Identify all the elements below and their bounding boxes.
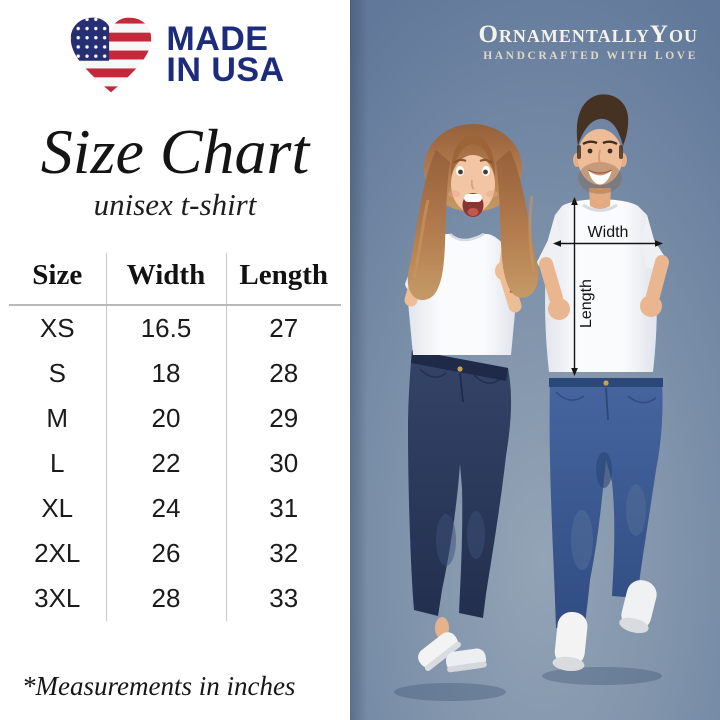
floor-shadow	[394, 683, 506, 701]
table-cell: 2XL	[9, 531, 107, 577]
table-cell: 33	[269, 583, 299, 614]
woman-right-sneaker	[445, 648, 487, 673]
table-row: XL 24 31	[9, 486, 341, 532]
table-row: L 22 30	[9, 441, 341, 487]
man-figure	[537, 94, 669, 672]
measurements-footnote: *Measurements in inches	[22, 671, 296, 701]
table-cell: XS	[9, 305, 107, 352]
table-cell: L	[9, 441, 107, 487]
man-right-sneaker	[619, 580, 657, 634]
table-row: 2XL 26 32	[9, 531, 341, 577]
table-cell: M	[9, 396, 107, 442]
column-header-size: Size	[9, 253, 107, 307]
size-table: Size Width Length XS 16.5 27 S 18 28 M	[9, 253, 341, 622]
table-cell: 32	[269, 538, 299, 569]
length-arrow	[571, 197, 578, 376]
column-header-width: Width	[106, 253, 227, 307]
length-label: Length	[578, 279, 595, 328]
table-cell: 29	[269, 403, 299, 434]
table-cell: 31	[269, 493, 299, 524]
table-cell: 22	[106, 441, 227, 487]
column-header-length: Length	[226, 253, 341, 307]
table-row: XS 16.5 27	[9, 305, 341, 352]
table-cell: 3XL	[9, 576, 107, 622]
brand-tagline: HANDCRAFTED WITH LOVE	[483, 50, 698, 62]
made-line2: IN USA	[166, 51, 285, 89]
made-in-usa-text: MADE IN USA	[166, 19, 285, 89]
width-arrow	[553, 240, 663, 247]
measurement-annotations: Width Length	[553, 197, 663, 376]
product-photo: Width Length OrnamentallyYou HANDCRAFTED…	[350, 0, 720, 720]
brand-block: OrnamentallyYou HANDCRAFTED WITH LOVE	[478, 22, 698, 62]
table-row: S 18 28	[9, 351, 341, 397]
made-line1: MADE	[166, 19, 269, 58]
table-cell: 24	[106, 486, 227, 532]
table-row: 3XL 28 33	[9, 576, 341, 622]
table-cell: 28	[106, 576, 227, 622]
info-panel: MADE IN USA Size Chart unisex t-shirt Si…	[0, 0, 350, 720]
made-in-usa-badge: MADE IN USA	[0, 14, 350, 96]
table-cell: S	[9, 351, 107, 397]
table-cell: 26	[106, 531, 227, 577]
floor-shadow	[542, 667, 662, 685]
page-title: Size Chart	[40, 116, 310, 187]
woman-left-sneaker	[418, 632, 461, 672]
table-cell: 18	[106, 351, 227, 397]
table-cell: 28	[269, 358, 299, 389]
width-label: Width	[588, 224, 629, 241]
table-cell: 16.5	[106, 305, 227, 352]
photo-scene: Width Length	[350, 0, 720, 720]
woman-figure	[404, 124, 539, 673]
page-subtitle: unisex t-shirt	[93, 187, 257, 223]
usa-heart-flag-icon	[71, 17, 152, 93]
man-left-sneaker	[552, 611, 588, 672]
table-header-row: Size Width Length	[9, 253, 341, 307]
brand-name: OrnamentallyYou	[478, 21, 698, 48]
table-cell: XL	[9, 486, 107, 532]
table-cell: 20	[106, 396, 227, 442]
table-cell: 27	[269, 313, 299, 344]
table-row: M 20 29	[9, 396, 341, 442]
table-cell: 30	[269, 448, 299, 479]
studio-backdrop	[350, 0, 720, 720]
